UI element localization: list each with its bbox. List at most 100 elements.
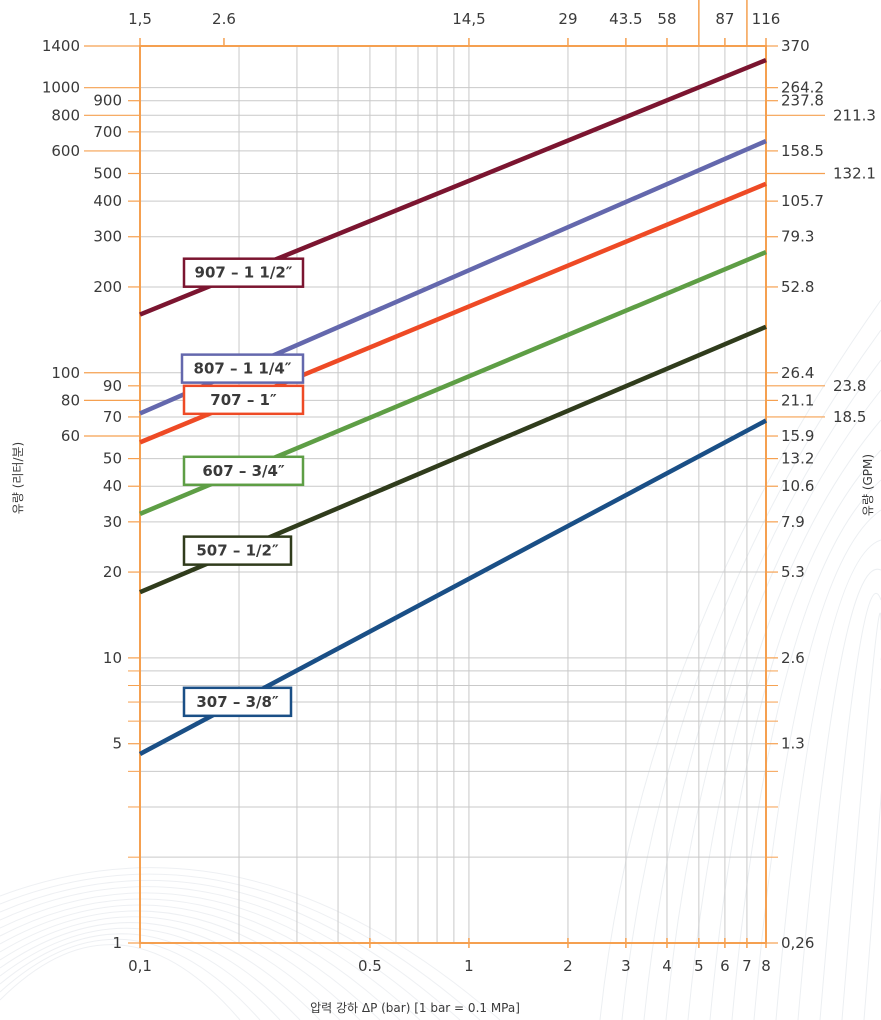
x-tick-label: 1 (464, 957, 474, 975)
series-label: 507 – 1/2″ (196, 542, 279, 560)
x-top-tick-label: 14,5 (452, 10, 485, 28)
axes: 0,1 0.5 1 2 3 4 5 6 7 81,5 2.6 14,5 29 43.5 58 87 116140… (42, 0, 876, 975)
y-right-tick-label: 79.3 (781, 228, 814, 246)
series-label: 307 – 3/8″ (196, 693, 279, 711)
series-label: 607 – 3/4″ (202, 462, 285, 480)
y-right-tick-label: 1.3 (781, 735, 805, 753)
x-top-tick-label: 43.5 (609, 10, 642, 28)
x-axis-title: 압력 강하 ΔP (bar) [1 bar = 0.1 MPa] (310, 1001, 520, 1015)
decorative-curve (819, 593, 881, 1020)
decorative-curve (0, 867, 501, 1020)
y-right-tick-label: 158.5 (781, 142, 824, 160)
decorative-curve (643, 359, 881, 1020)
y-left-tick-label: 700 (93, 123, 122, 141)
y-left-tick-label: 300 (93, 228, 122, 246)
y-right-tick-label: 15.9 (781, 427, 814, 445)
series-label-box (182, 257, 305, 288)
background-decoration (0, 299, 881, 1020)
y-right-tick-label: 52.8 (781, 278, 814, 296)
y-left-tick-label: 800 (51, 106, 80, 124)
y-right-tick-label: 211.3 (833, 106, 876, 124)
y-left-tick-label: 1000 (42, 79, 80, 97)
x-top-tick-label: 29 (558, 10, 577, 28)
x-tick-label: 5 (694, 957, 704, 975)
y-right-tick-label: 2.6 (781, 649, 805, 667)
decorative-curve (599, 299, 881, 1020)
decorative-curve (0, 910, 361, 1020)
y-right-tick-label: 13.2 (781, 450, 814, 468)
y-left-tick-label: 90 (103, 377, 122, 395)
y-left-tick-label: 40 (103, 477, 122, 495)
decorative-curve (0, 892, 421, 1020)
decorative-curve (731, 479, 881, 1020)
y-right-tick-label: 18.5 (833, 408, 866, 426)
y-right-tick-label: 370 (781, 37, 810, 55)
y-right-tick-label: 5.3 (781, 563, 805, 581)
decorative-curve (863, 657, 881, 1020)
decorative-curve (0, 927, 301, 1020)
series-label: 907 – 1 1/2″ (195, 264, 293, 282)
decorative-curve (709, 449, 881, 1020)
x-top-tick-label: 1,5 (128, 10, 152, 28)
y-right-tick-label: 26.4 (781, 364, 814, 382)
decorative-curve (0, 904, 381, 1020)
series-label: 707 – 1″ (210, 391, 277, 409)
y-left-tick-label: 60 (61, 427, 80, 445)
series-label: 807 – 1 1/4″ (194, 360, 292, 378)
y-right-tick-label: 21.1 (781, 391, 814, 409)
decorative-curve (797, 568, 881, 1020)
y-left-tick-label: 5 (112, 735, 122, 753)
decorative-curve (0, 944, 241, 1020)
y-right-tick-label: 237.8 (781, 92, 824, 110)
y-left-tick-label: 20 (103, 563, 122, 581)
plot-frame (139, 45, 767, 944)
y-right-tick-label: 10.6 (781, 477, 814, 495)
series-label-box (180, 353, 305, 384)
decorative-curve (0, 916, 341, 1020)
x-tick-label: 2 (563, 957, 573, 975)
decorative-curve (841, 612, 881, 1020)
decorative-curve (775, 539, 881, 1020)
y-left-tick-label: 30 (103, 513, 122, 531)
y-left-tick-label: 70 (103, 408, 122, 426)
x-tick-label: 6 (720, 957, 730, 975)
y-left-tick-label: 900 (93, 92, 122, 110)
decorative-curve (0, 922, 321, 1020)
x-tick-label: 3 (621, 957, 631, 975)
x-top-tick-label: 2.6 (212, 10, 236, 28)
y-right-tick-label: 0,26 (781, 934, 814, 952)
decorative-curve (0, 898, 401, 1020)
y-left-tick-label: 600 (51, 142, 80, 160)
y-left-tick-label: 10 (103, 649, 122, 667)
y-left-tick-label: 80 (61, 391, 80, 409)
decorative-curve (0, 938, 261, 1020)
series-labels: 907 – 1 1/2″ 807 – 1 1/4″ 707 – 1″ 607 – 3/… (180, 257, 305, 718)
x-tick-label: 8 (761, 957, 771, 975)
y-right-tick-label: 7.9 (781, 513, 805, 531)
y-left-tick-label: 400 (93, 192, 122, 210)
decorative-curve (0, 873, 481, 1020)
x-tick-label: 7 (742, 957, 752, 975)
x-tick-label: 4 (662, 957, 672, 975)
y-left-tick-label: 50 (103, 450, 122, 468)
decorative-curve (621, 329, 881, 1020)
y-right-tick-label: 264.2 (781, 79, 824, 97)
y-left-tick-label: 1400 (42, 37, 80, 55)
y-left-tick-label: 500 (93, 164, 122, 182)
y-left-tick-label: 200 (93, 278, 122, 296)
x-top-tick-label: 116 (752, 10, 781, 28)
y-left-tick-label: 1 (112, 934, 122, 952)
x-tick-label: 0,1 (128, 957, 152, 975)
series-label-box (182, 535, 293, 566)
series-label-box (182, 455, 305, 487)
grid (140, 46, 766, 943)
decorative-curve (0, 879, 461, 1020)
y-axis-title-left: 유량 (리터/분) (11, 442, 25, 514)
x-top-tick-label: 58 (657, 10, 676, 28)
series-label-box (182, 384, 305, 416)
series-label-box (182, 686, 293, 718)
decorative-curve (665, 389, 881, 1020)
decorative-curve (687, 419, 881, 1020)
y-right-tick-label: 105.7 (781, 192, 824, 210)
